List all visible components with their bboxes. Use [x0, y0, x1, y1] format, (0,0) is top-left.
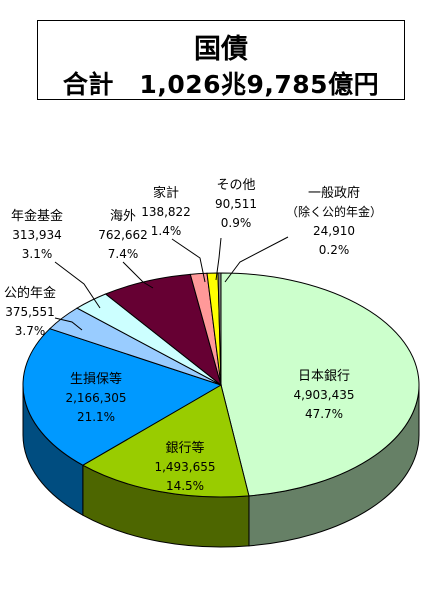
slice-4-leader-line — [54, 261, 101, 309]
title-box: 国債 合計 1,026兆9,785億円 — [37, 20, 405, 100]
slice-5-leader-line — [122, 261, 154, 289]
slice-5-label: 海外 — [110, 209, 136, 224]
slice-4-value: 313,934 — [12, 228, 62, 242]
slice-2-value: 2,166,305 — [65, 391, 126, 405]
slice-1-percent: 14.5% — [166, 479, 204, 493]
slice-8-value: 24,910 — [313, 224, 355, 238]
slice-2-top — [22, 328, 223, 466]
pie-labels: 日本銀行 4,903,435 47.7% 銀行等 1,493,655 14.5% 生損保等 2… — [4, 178, 382, 493]
pie-tops — [22, 272, 420, 498]
slice-2-percent: 21.1% — [77, 410, 115, 424]
chart-title: 国債 — [194, 34, 248, 65]
slice-8-top — [217, 272, 222, 386]
slice-8-label: 一般政府 — [308, 185, 360, 201]
slice-2-label: 生損保等 — [70, 371, 122, 387]
slice-5-value: 762,662 — [98, 228, 148, 242]
slice-3-value: 375,551 — [5, 305, 55, 319]
slice-7-leader-line — [215, 237, 222, 281]
slice-6-percent: 1.4% — [151, 224, 182, 238]
slice-1-label: 銀行等 — [165, 440, 204, 456]
slice-0-value: 4,903,435 — [293, 388, 354, 402]
leader-lines — [54, 236, 289, 331]
slice-0-percent: 47.7% — [305, 407, 343, 421]
slice-4-percent: 3.1% — [22, 247, 53, 261]
slice-0-label: 日本銀行 — [298, 369, 350, 384]
slice-7-value: 90,511 — [215, 197, 257, 211]
slice-8-leader-line — [224, 236, 289, 283]
chart-total: 合計 1,026兆9,785億円 — [62, 70, 380, 99]
slice-4-label: 年金基金 — [11, 208, 63, 224]
slice-8-percent: 0.2% — [319, 243, 350, 257]
slice-1-value: 1,493,655 — [154, 460, 215, 474]
slice-3-leader-line — [54, 317, 83, 331]
slice-5-percent: 7.4% — [108, 247, 139, 261]
slice-3-label: 公的年金 — [4, 285, 56, 301]
slice-3-percent: 3.7% — [15, 324, 46, 338]
slice-7-percent: 0.9% — [221, 216, 252, 230]
slice-6-label: 家計 — [153, 185, 179, 201]
slice-6-value: 138,822 — [141, 205, 191, 219]
slice-7-label: その他 — [216, 178, 255, 193]
slice-1-top — [81, 384, 250, 498]
slice-0-top — [220, 272, 420, 497]
slice-8-label-line2: （除く公的年金） — [286, 204, 382, 219]
slice-6-leader-line — [171, 238, 206, 283]
